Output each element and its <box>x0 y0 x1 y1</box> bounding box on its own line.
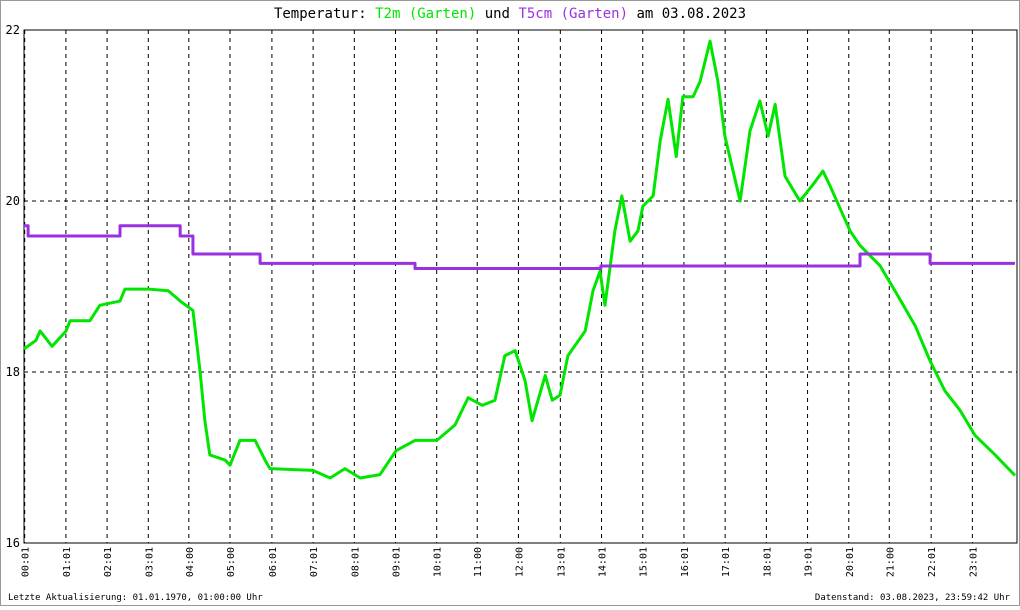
title-text: und <box>485 6 510 22</box>
x-tick-label: 16:01 <box>680 547 691 577</box>
x-tick-label: 01:01 <box>62 547 73 577</box>
series-line <box>23 39 1017 480</box>
x-tick-label: 07:01 <box>309 547 320 577</box>
plot-border <box>23 29 1018 544</box>
x-tick-label: 09:01 <box>392 547 403 577</box>
y-tick-label: 18 <box>6 365 20 379</box>
x-tick-label: 10:01 <box>433 547 444 577</box>
x-tick-label: 19:01 <box>804 547 815 577</box>
chart-title: Temperatur: T2m (Garten) und T5cm (Garte… <box>274 6 746 22</box>
x-tick-label: 14:01 <box>598 547 609 577</box>
x-tick-label: 05:00 <box>226 547 237 577</box>
x-tick-label: 08:01 <box>350 547 361 577</box>
x-tick-label: 13:01 <box>556 547 567 577</box>
title-text: Temperatur: <box>274 6 367 22</box>
x-tick-label: 12:00 <box>514 547 525 577</box>
x-tick-label: 17:01 <box>721 547 732 577</box>
y-tick-label: 22 <box>6 23 20 37</box>
title-text: am 03.08.2023 <box>636 6 746 22</box>
x-tick-label: 02:01 <box>103 547 114 577</box>
x-tick-label: 23:01 <box>968 547 979 577</box>
x-tick-label: 18:01 <box>762 547 773 577</box>
x-tick-label: 04:00 <box>185 547 196 577</box>
y-tick-label: 20 <box>6 194 20 208</box>
x-tick-label: 00:01 <box>21 547 32 577</box>
x-tick-label: 22:01 <box>927 547 938 577</box>
y-tick-label: 16 <box>6 536 20 550</box>
x-tick-label: 06:01 <box>268 547 279 577</box>
title-series: T2m (Garten) <box>375 6 476 22</box>
footer: Letzte Aktualisierung: 01.01.1970, 01:00… <box>8 593 263 603</box>
footer: Datenstand: 03.08.2023, 23:59:42 Uhr <box>815 593 1011 603</box>
title-series: T5cm (Garten) <box>518 6 628 22</box>
x-tick-label: 20:01 <box>845 547 856 577</box>
x-tick-label: 21:00 <box>885 547 896 577</box>
x-tick-label: 03:01 <box>144 547 155 577</box>
plot: 16 18 20 22 00:01 01:01 02:01 03:01 04:00 05:00 06… <box>6 23 1018 577</box>
series-line <box>24 224 1015 271</box>
x-tick-label: 11:00 <box>473 547 484 577</box>
x-tick-label: 15:01 <box>639 547 650 577</box>
